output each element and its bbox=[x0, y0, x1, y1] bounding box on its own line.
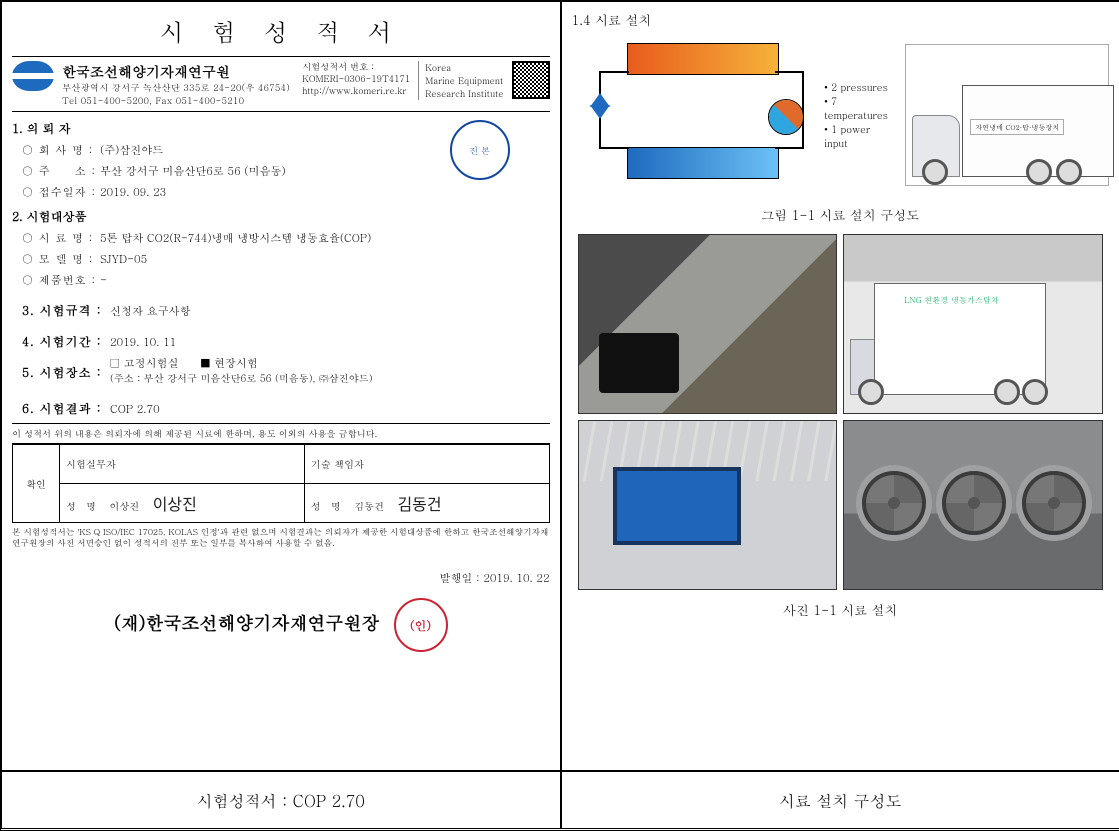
institute-name-en: Korea Marine Equipment Research Institut… bbox=[418, 61, 503, 100]
report-header: 한국조선해양기자재연구원 부산광역시 강서구 녹산산단 335로 24-20(우… bbox=[12, 57, 550, 112]
staff-name: 이상진 bbox=[109, 499, 139, 513]
meas-temperatures: • 7 temperatures bbox=[824, 94, 897, 122]
staff-signature-icon: 이상진 bbox=[153, 497, 197, 514]
mgr-signature-icon: 김동건 bbox=[397, 497, 441, 514]
addr-value: 부산 강서구 미음산단6로 56 (미음동) bbox=[100, 164, 286, 179]
section-3-label: 3. 시험규격 : bbox=[22, 302, 110, 319]
measurement-list: • 2 pressures • 7 temperatures • 1 power… bbox=[818, 80, 897, 150]
caption-left: 시험성적서 : COP 2.70 bbox=[1, 771, 561, 829]
wheel-icon bbox=[1022, 379, 1048, 405]
photo-controller bbox=[578, 420, 838, 590]
layout-grid: 시 험 성 적 서 한국조선해양기자재연구원 부산광역시 강서구 녹산산단 33… bbox=[1, 1, 1119, 830]
komeri-logo-icon bbox=[12, 61, 54, 91]
photo-truck: LNG 친환경 냉동가스탑차 bbox=[843, 234, 1103, 414]
figure-caption-1: 그림 1-1 시료 설치 구성도 bbox=[572, 205, 1110, 224]
mgr-header: 기술 책임자 bbox=[304, 445, 549, 484]
issue-date-label: 발행일 : bbox=[439, 571, 479, 586]
issue-date-line: 발행일 : 2019. 10. 22 bbox=[12, 571, 550, 586]
pipe-icon bbox=[775, 147, 803, 149]
expansion-valve-icon bbox=[590, 105, 610, 119]
photo-fans bbox=[843, 420, 1103, 590]
seal-text: (인) bbox=[410, 617, 431, 634]
staff-header: 시험실무자 bbox=[60, 445, 305, 484]
model-value: SJYD-05 bbox=[100, 252, 147, 267]
fan-icon bbox=[1022, 471, 1086, 535]
qr-code-icon bbox=[512, 61, 550, 99]
prodno-value: - bbox=[100, 273, 107, 288]
section-4-value: 2019. 10. 11 bbox=[110, 335, 176, 350]
section-4-label: 4. 시험기간 : bbox=[22, 333, 110, 350]
fan-icon bbox=[942, 471, 1006, 535]
issue-date-value: 2019. 10. 22 bbox=[483, 571, 549, 586]
compressor-icon bbox=[768, 99, 804, 135]
inst-en-l1: Korea bbox=[425, 61, 503, 74]
issuer-line: (재)한국조선해양기자재연구원장 (인) bbox=[12, 598, 550, 652]
institute-url: http://www.komeri.re.kr bbox=[302, 85, 410, 97]
document-page: 시 험 성 적 서 한국조선해양기자재연구원 부산광역시 강서구 녹산산단 33… bbox=[0, 0, 1119, 831]
name-label-1: 성 명 bbox=[66, 499, 96, 513]
official-seal-icon: (인) bbox=[394, 598, 448, 652]
sample-label: ○ 시 료 명 : bbox=[22, 231, 100, 246]
company-value: (주)삼진야드 bbox=[100, 143, 163, 158]
lcd-screen-icon bbox=[613, 467, 741, 545]
truck-label: 자연냉매 CO2·탑·냉동장치 bbox=[970, 119, 1064, 135]
section-6-value: COP 2.70 bbox=[110, 402, 160, 417]
section-5-value-1: □ 고정시험실 ■ 현장시험 bbox=[110, 356, 258, 371]
issuer-name: (재)한국조선해양기자재연구원장 bbox=[114, 611, 380, 636]
meas-pressures: • 2 pressures bbox=[824, 80, 897, 94]
section-6-label: 6. 시험결과 : bbox=[22, 400, 110, 417]
meas-power: • 1 power input bbox=[824, 122, 897, 150]
pipe-icon bbox=[599, 71, 629, 73]
section-5-label: 5. 시험장소 : bbox=[22, 364, 110, 381]
section-2-heading: 2. 시험대상품 bbox=[12, 208, 550, 225]
wheel-icon bbox=[994, 379, 1020, 405]
wheel-icon bbox=[1056, 159, 1082, 185]
header-right: 시험성적서 번호 : KOMERI-0306-19T4171 http://ww… bbox=[302, 61, 410, 97]
pipe-icon bbox=[599, 147, 629, 149]
photo-grid: LNG 친환경 냉동가스탑차 bbox=[572, 234, 1110, 590]
installation-panel: 1.4 시료 설치 • 2 pressures bbox=[561, 1, 1119, 771]
wheel-icon bbox=[1026, 159, 1052, 185]
truck-side-text: LNG 친환경 냉동가스탑차 bbox=[904, 295, 999, 306]
diagram-row: • 2 pressures • 7 temperatures • 1 power… bbox=[572, 35, 1110, 195]
truck-schematic: 자연냉매 CO2·탑·냉동장치 bbox=[905, 44, 1109, 186]
institute-telfax: Tel 051-400-5200, Fax 051-400-5210 bbox=[62, 94, 290, 107]
pipe-icon bbox=[775, 71, 803, 73]
confirm-cell: 확인 bbox=[13, 445, 60, 523]
figure-caption-2: 사진 1-1 시료 설치 bbox=[572, 600, 1110, 619]
fan-icon bbox=[862, 471, 926, 535]
prodno-label: ○ 제품번호 : bbox=[22, 273, 100, 288]
section-5-value-2: (주소 : 부산 강서구 미음산단6로 56 (미음동), ㈜삼진야드) bbox=[110, 371, 373, 385]
footer-note: 본 시험성적서는 'KS Q ISO/IEC 17025, KOLAS 인정'과… bbox=[12, 527, 550, 549]
sample-value: 5톤 탑차 CO2(R-744)냉매 냉방시스템 냉동효율(COP) bbox=[100, 231, 371, 246]
institute-name-kr: 한국조선해양기자재연구원 bbox=[62, 61, 290, 81]
caption-right: 시료 설치 구성도 bbox=[561, 771, 1119, 829]
wheel-icon bbox=[922, 159, 948, 185]
model-label: ○ 모 델 명 : bbox=[22, 252, 100, 267]
wheel-icon bbox=[858, 379, 884, 405]
received-label: ○ 접수일자 : bbox=[22, 185, 100, 200]
usage-note: 이 성적서 위의 내용은 의뢰자에 의해 제공된 시료에 한하며, 용도 이외의… bbox=[12, 423, 550, 444]
addr-label: ○ 주 소 : bbox=[22, 164, 100, 179]
authentic-stamp-icon: 진 본 bbox=[450, 120, 510, 180]
mgr-name: 김동건 bbox=[354, 499, 384, 513]
inst-en-l2: Marine Equipment bbox=[425, 74, 503, 87]
company-label: ○ 회 사 명 : bbox=[22, 143, 100, 158]
report-title: 시 험 성 적 서 bbox=[12, 8, 550, 57]
right-title: 1.4 시료 설치 bbox=[572, 10, 1110, 29]
photo-equipment-top bbox=[578, 234, 838, 414]
inst-en-l3: Research Institute bbox=[425, 87, 503, 100]
refrigeration-cycle-diagram bbox=[572, 35, 811, 195]
name-label-2: 성 명 bbox=[311, 499, 341, 513]
section-3-value: 신청자 요구사항 bbox=[110, 304, 191, 319]
signature-table: 확인 시험실무자 기술 책임자 성 명 이상진 이상진 성 명 김동건 김동건 bbox=[12, 444, 550, 523]
condenser-icon bbox=[627, 43, 779, 75]
institute-address: 부산광역시 강서구 녹산산단 335로 24-20(우 46754) bbox=[62, 81, 290, 94]
received-value: 2019. 09. 23 bbox=[100, 185, 166, 200]
stamp-text: 진 본 bbox=[469, 144, 490, 157]
evaporator-icon bbox=[627, 147, 779, 179]
test-report-panel: 시 험 성 적 서 한국조선해양기자재연구원 부산광역시 강서구 녹산산단 33… bbox=[1, 1, 561, 771]
